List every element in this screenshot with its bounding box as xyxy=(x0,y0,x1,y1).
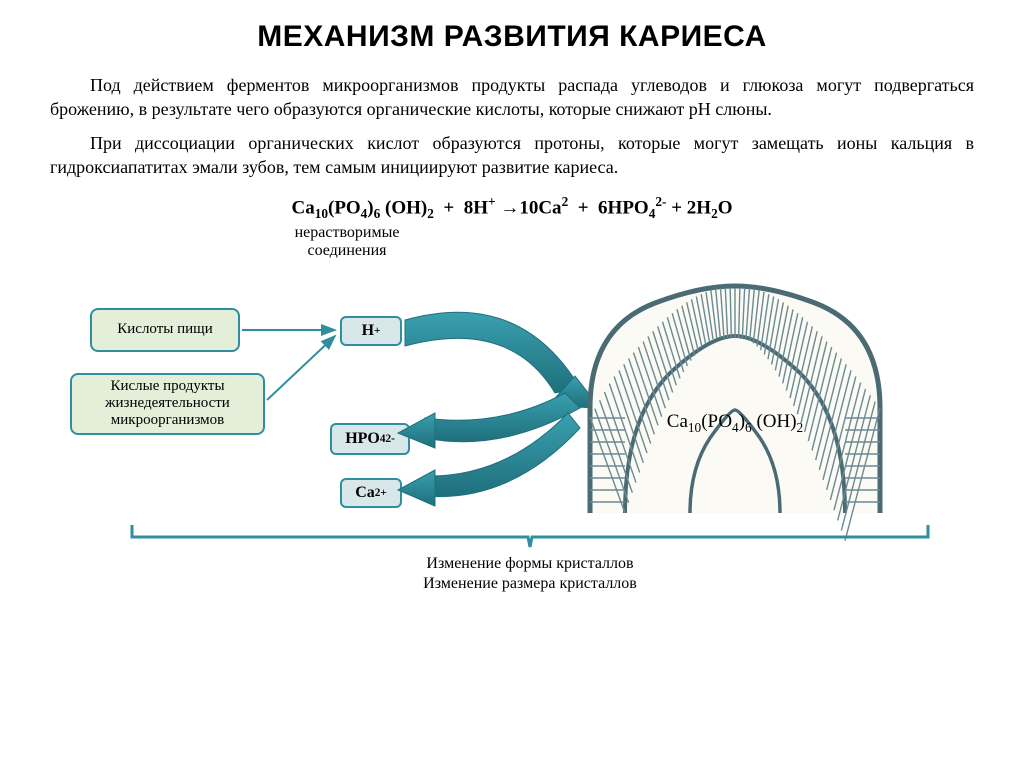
box-food-acids: Кислоты пищи xyxy=(90,308,240,352)
slide-title: МЕХАНИЗМ РАЗВИТИЯ КАРИЕСА xyxy=(50,20,974,55)
box-microbe-products: Кислые продукты жизнедеятельности микроо… xyxy=(70,373,265,435)
bottom-bracket xyxy=(130,523,930,551)
hydroxyapatite-formula: Са10(РО4)6 (ОН)2 xyxy=(625,411,845,436)
caries-diagram: Кислоты пищи Кислые продукты жизнедеятел… xyxy=(50,268,974,598)
bottom-caption: Изменение формы кристалловИзменение разм… xyxy=(350,554,710,594)
paragraph-2: При диссоциации органических кислот обра… xyxy=(50,131,974,180)
equation-note: нерастворимыесоединения xyxy=(50,224,974,260)
chemical-equation: Са10(РО4)6 (ОН)2 + 8H+ →10Ca2 + 6HPO42- … xyxy=(50,194,974,222)
paragraph-1: Под действием ферментов микроорганизмов … xyxy=(50,73,974,122)
tooth-illustration xyxy=(570,268,900,543)
